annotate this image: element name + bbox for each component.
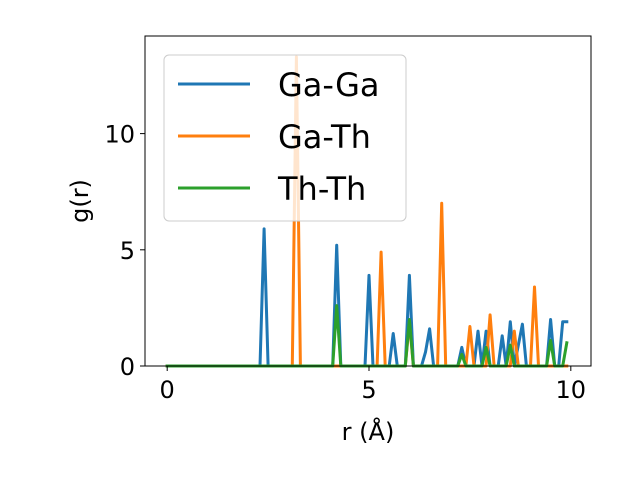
y-axis-label: g(r): [66, 179, 94, 223]
legend-label: Ga-Th: [278, 118, 371, 156]
legend: Ga-Ga Ga-Th Th-Th: [163, 54, 407, 222]
x-axis-label: r (Å): [342, 417, 395, 446]
x-axis-ticks: 0 5 10: [160, 366, 587, 404]
y-axis-ticks: 0 5 10: [104, 121, 145, 381]
y-tick-label: 10: [104, 121, 135, 149]
y-tick-label: 5: [120, 237, 135, 265]
series-line-ga-ga: [165, 227, 569, 368]
x-tick-label: 10: [556, 376, 587, 404]
x-tick-label: 5: [361, 376, 376, 404]
plot-frame: [144, 35, 592, 367]
legend-label: Th-Th: [277, 170, 366, 208]
legend-box: [163, 54, 407, 222]
x-tick-label: 0: [160, 376, 175, 404]
legend-label: Ga-Ga: [278, 66, 380, 104]
y-tick-label: 0: [120, 353, 135, 381]
